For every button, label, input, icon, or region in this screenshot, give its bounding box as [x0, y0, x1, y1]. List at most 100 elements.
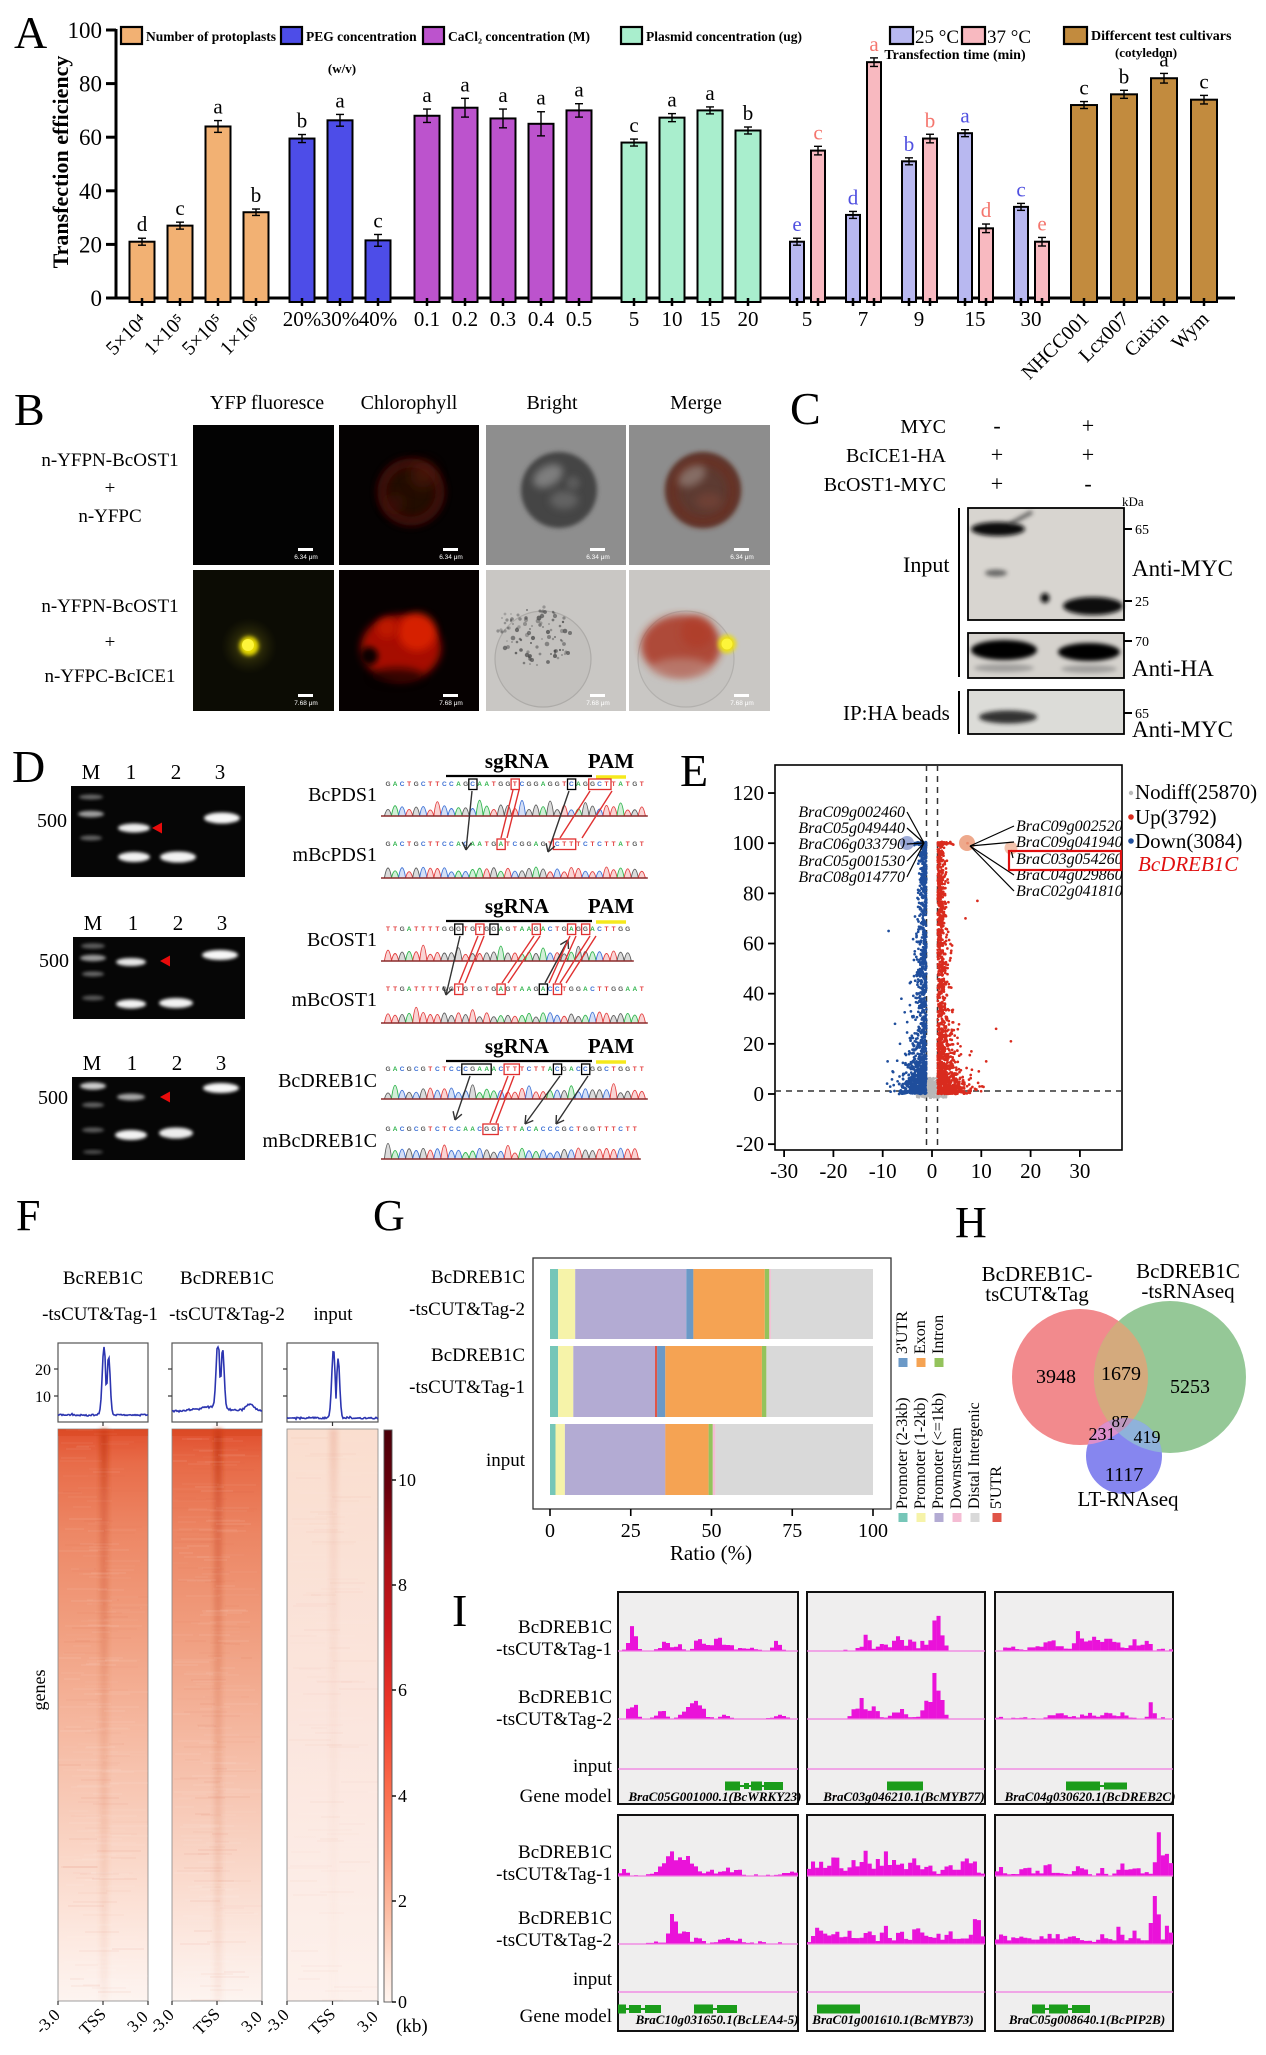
svg-text:A: A: [498, 841, 503, 848]
svg-text:A: A: [569, 1066, 574, 1073]
svg-text:500: 500: [38, 1087, 68, 1109]
svg-text:80: 80: [743, 881, 764, 905]
svg-text:BraC05g001530: BraC05g001530: [798, 853, 905, 870]
svg-text:A: A: [463, 1126, 468, 1133]
svg-text:9: 9: [914, 307, 925, 331]
svg-text:b: b: [925, 108, 936, 132]
svg-text:T: T: [414, 926, 418, 933]
svg-text:a: a: [869, 32, 879, 56]
svg-text:25: 25: [1135, 595, 1149, 610]
svg-text:BcDREB1C: BcDREB1C: [1138, 852, 1239, 876]
svg-text:T: T: [386, 986, 390, 993]
svg-text:(cotyledon): (cotyledon): [1115, 45, 1177, 60]
svg-text:sgRNA: sgRNA: [485, 749, 550, 773]
svg-text:T: T: [485, 986, 489, 993]
svg-text:T: T: [598, 986, 602, 993]
svg-text:500: 500: [39, 950, 69, 972]
svg-text:BcDREB1C: BcDREB1C: [431, 1345, 525, 1366]
svg-text:T: T: [414, 986, 418, 993]
svg-text:Number of protoplasts: Number of protoplasts: [146, 29, 276, 44]
svg-text:G: G: [533, 781, 538, 788]
svg-text:T: T: [626, 841, 630, 848]
svg-text:T: T: [541, 1066, 545, 1073]
svg-text:A: A: [520, 986, 525, 993]
svg-text:C: C: [590, 986, 595, 993]
svg-text:T: T: [640, 841, 644, 848]
svg-text:1117: 1117: [1105, 1464, 1144, 1486]
svg-text:T: T: [576, 1126, 580, 1133]
svg-text:G: G: [505, 781, 510, 788]
svg-text:A: A: [534, 1126, 539, 1133]
svg-text:Promoter (2-3kb): Promoter (2-3kb): [894, 1397, 911, 1509]
svg-text:F: F: [16, 1191, 40, 1240]
svg-text:T: T: [428, 841, 432, 848]
svg-text:mBcDREB1C: mBcDREB1C: [263, 1130, 377, 1152]
svg-text:Wym: Wym: [1167, 308, 1213, 354]
svg-text:3.0: 3.0: [353, 2007, 381, 2035]
svg-text:H: H: [955, 1198, 987, 1247]
svg-text:G: G: [498, 781, 503, 788]
svg-text:C: C: [421, 841, 426, 848]
svg-text:C: C: [498, 1126, 503, 1133]
svg-text:C: C: [541, 1126, 546, 1133]
svg-text:10: 10: [35, 1389, 51, 1406]
svg-text:T: T: [605, 1126, 609, 1133]
svg-text:0.2: 0.2: [452, 307, 478, 331]
svg-text:-tsCUT&Tag-2: -tsCUT&Tag-2: [496, 1709, 612, 1730]
svg-text:70: 70: [1135, 635, 1149, 650]
svg-text:BcPDS1: BcPDS1: [308, 784, 377, 806]
svg-text:e: e: [1037, 211, 1046, 235]
svg-text:-20: -20: [819, 1159, 847, 1183]
svg-text:G: G: [618, 1066, 623, 1073]
svg-text:G: G: [562, 1126, 567, 1133]
svg-text:G: G: [611, 986, 616, 993]
svg-text:T: T: [428, 1066, 432, 1073]
svg-text:BcDREB1C: BcDREB1C: [278, 1070, 377, 1092]
svg-text:0: 0: [927, 1159, 938, 1183]
svg-text:A: A: [407, 986, 412, 993]
svg-text:IP:HA beads: IP:HA beads: [843, 701, 950, 725]
svg-text:A: A: [491, 1066, 496, 1073]
svg-text:20: 20: [743, 1032, 764, 1056]
svg-text:Chlorophyll: Chlorophyll: [361, 392, 458, 414]
svg-text:PAM: PAM: [588, 894, 634, 918]
svg-text:tsCUT&Tag: tsCUT&Tag: [985, 1282, 1089, 1306]
svg-text:T: T: [464, 926, 468, 933]
svg-text:+: +: [991, 442, 1003, 467]
svg-text:BcDREB1C: BcDREB1C: [1136, 1259, 1240, 1283]
svg-text:TSS: TSS: [76, 2005, 110, 2039]
svg-text:T: T: [485, 841, 489, 848]
svg-text:0.5: 0.5: [566, 307, 592, 331]
svg-text:T: T: [513, 1066, 517, 1073]
svg-text:BraC05g049440: BraC05g049440: [798, 820, 905, 837]
svg-text:75: 75: [782, 1520, 802, 1542]
svg-text:A: A: [520, 926, 525, 933]
svg-text:e: e: [792, 212, 801, 236]
svg-text:G: G: [505, 986, 510, 993]
svg-text:6.34 μm: 6.34 μm: [586, 554, 610, 561]
svg-text:T: T: [435, 781, 439, 788]
svg-text:G: G: [491, 1126, 496, 1133]
svg-text:C: C: [400, 781, 405, 788]
svg-text:60: 60: [79, 125, 102, 150]
svg-text:T: T: [407, 841, 411, 848]
svg-text:M: M: [83, 1051, 102, 1075]
svg-text:C: C: [442, 841, 447, 848]
svg-text:T: T: [520, 1066, 524, 1073]
svg-text:G: G: [385, 781, 390, 788]
svg-text:BraC08g014770: BraC08g014770: [798, 869, 905, 886]
svg-text:T: T: [626, 1126, 630, 1133]
svg-text:Gene model: Gene model: [520, 1786, 612, 1807]
svg-text:T: T: [513, 926, 517, 933]
svg-text:input: input: [573, 1969, 613, 1990]
svg-text:4: 4: [398, 1786, 407, 1806]
svg-text:Nodiff(25870): Nodiff(25870): [1135, 780, 1257, 804]
svg-text:T: T: [428, 1126, 432, 1133]
svg-text:40: 40: [79, 179, 102, 204]
svg-text:0.3: 0.3: [490, 307, 516, 331]
svg-text:Input: Input: [903, 552, 949, 577]
svg-text:G: G: [491, 841, 496, 848]
svg-text:C: C: [527, 1126, 532, 1133]
svg-text:C: C: [583, 841, 588, 848]
svg-text:T: T: [471, 986, 475, 993]
